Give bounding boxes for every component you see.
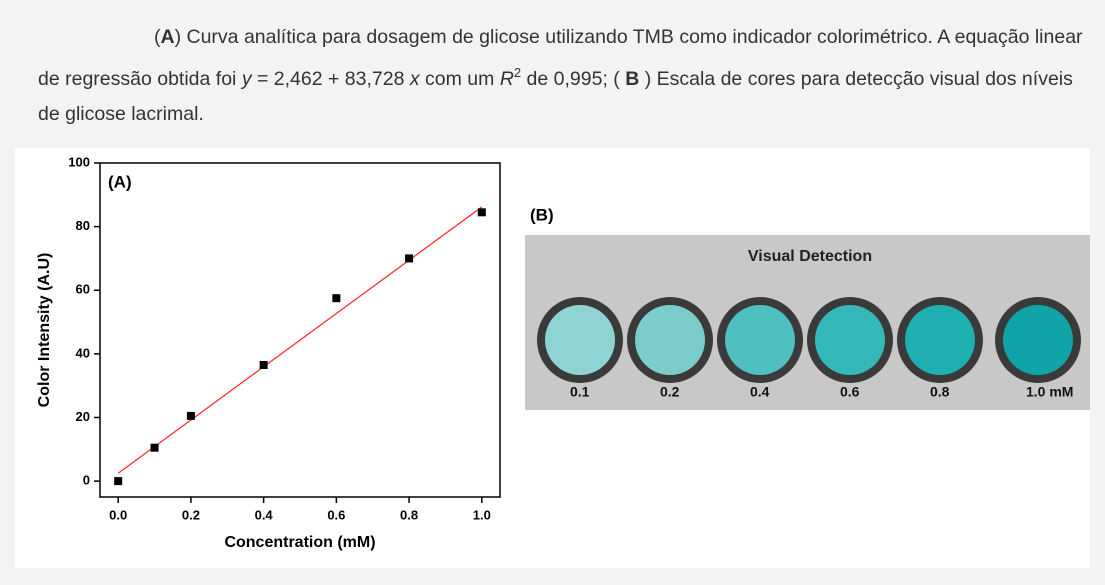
- fit-line: [117, 206, 483, 474]
- level-label: 0.1: [570, 384, 590, 400]
- data-point: [186, 411, 195, 420]
- x-axis-label: Concentration (mM): [224, 534, 375, 551]
- caption-text: = 2,462 + 83,728: [251, 68, 410, 90]
- caption-text: de 0,995; (: [521, 68, 626, 90]
- level-label: 0.8: [930, 384, 950, 400]
- data-point: [405, 254, 414, 263]
- level-label: 0.6: [840, 384, 860, 400]
- figure-svg: 0 20 40 60 80 100 0.0 0.2 0.4 0.6 0.8 1.0 Concentrat…: [36, 154, 1090, 551]
- panel-label: (A): [108, 172, 132, 191]
- level-label: 0.2: [660, 384, 680, 400]
- caption-text: ) Escala de cores para detecção visual d…: [38, 68, 1073, 125]
- panel-label: (B): [530, 205, 554, 224]
- well-color: [545, 305, 615, 375]
- well-color: [1003, 305, 1073, 375]
- plot-frame: [99, 162, 501, 498]
- x-tick-label: 0.8: [400, 507, 418, 522]
- y-tick-label: 0: [83, 473, 90, 488]
- y-tick-label: 40: [76, 345, 90, 360]
- y-tick-label: 80: [76, 218, 90, 233]
- data-point: [114, 477, 123, 486]
- caption-text: A: [160, 26, 175, 48]
- caption-text: R: [499, 68, 514, 90]
- x-tick-label: 0.0: [109, 507, 127, 522]
- caption-text: (: [154, 26, 161, 48]
- well-color: [635, 305, 705, 375]
- caption: (A) Curva analítica para dosagem de glic…: [38, 20, 1083, 132]
- caption-text: B: [625, 68, 640, 90]
- level-label: 0.4: [750, 384, 770, 400]
- caption-text: y: [241, 68, 252, 90]
- panel-title: Visual Detection: [748, 248, 872, 265]
- well-color: [725, 305, 795, 375]
- x-tick-label: 0.4: [255, 507, 274, 522]
- level-label: 1.0 mM: [1026, 384, 1073, 400]
- data-point: [332, 294, 341, 303]
- figure: 0 20 40 60 80 100 0.0 0.2 0.4 0.6 0.8 1.0 Concentrat…: [15, 148, 1090, 568]
- data-point: [259, 360, 268, 369]
- x-tick-label: 0.6: [327, 507, 345, 522]
- y-tick-label: 100: [68, 154, 90, 169]
- caption-text: ) Curva analítica para dosagem de glicos…: [38, 26, 1083, 90]
- caption-text: 2: [513, 65, 522, 80]
- y-tick-label: 60: [76, 282, 90, 297]
- x-tick-label: 1.0: [473, 507, 491, 522]
- y-tick-label: 20: [76, 409, 90, 424]
- well-color: [815, 305, 885, 375]
- data-point: [150, 443, 159, 452]
- caption-text: com um: [419, 68, 500, 90]
- x-tick-label: 0.2: [182, 507, 200, 522]
- well-color: [905, 305, 975, 375]
- data-point: [477, 208, 486, 217]
- y-axis-label: Color Intensity (A.U): [36, 253, 53, 408]
- caption-text: x: [409, 68, 420, 90]
